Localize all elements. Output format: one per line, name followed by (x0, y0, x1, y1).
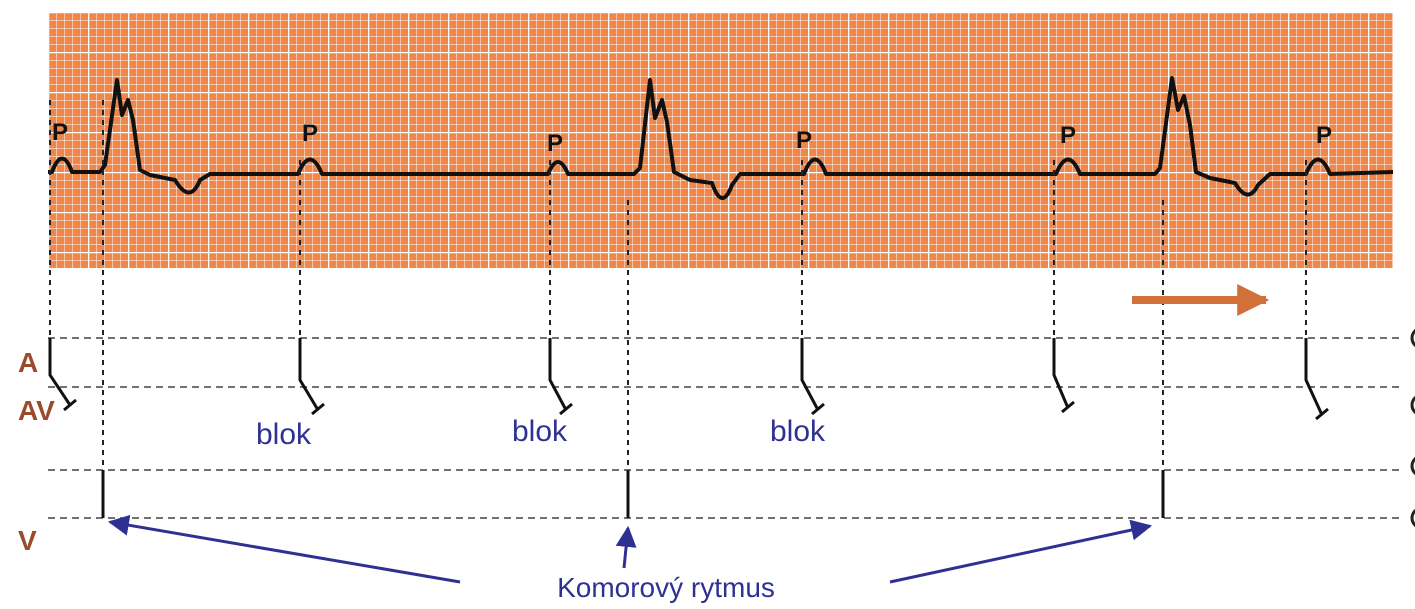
p-label: P (52, 119, 68, 146)
ladder-lines (48, 328, 1415, 528)
p-label: P (302, 120, 318, 147)
ecg-trace (48, 76, 1394, 200)
block-label: blok (512, 415, 568, 448)
p-label: P (1060, 122, 1076, 149)
block-label: blok (770, 415, 826, 448)
p-labels: P P P P P P (52, 119, 1332, 157)
vertical-guides (49, 100, 1307, 470)
row-label: V (18, 525, 37, 556)
ventricular-beats (101, 470, 1165, 518)
p-label: P (796, 127, 812, 154)
caption: Komorový rytmus (557, 572, 775, 603)
atrial-conduction (48, 338, 1329, 421)
row-label: A (18, 347, 38, 378)
caption-arrows (107, 514, 1153, 584)
block-label: blok (256, 418, 312, 451)
p-label: P (547, 130, 563, 157)
row-label: AV (18, 395, 55, 426)
p-label: P (1316, 122, 1332, 149)
ecg-paper (48, 12, 1393, 268)
